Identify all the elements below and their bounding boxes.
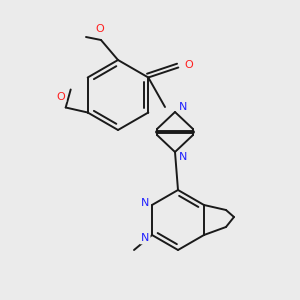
Text: N: N	[141, 233, 149, 243]
Text: N: N	[141, 198, 149, 208]
Text: O: O	[96, 24, 104, 34]
Text: N: N	[179, 152, 187, 162]
Text: O: O	[56, 92, 65, 101]
Text: O: O	[184, 59, 193, 70]
Text: N: N	[179, 102, 187, 112]
